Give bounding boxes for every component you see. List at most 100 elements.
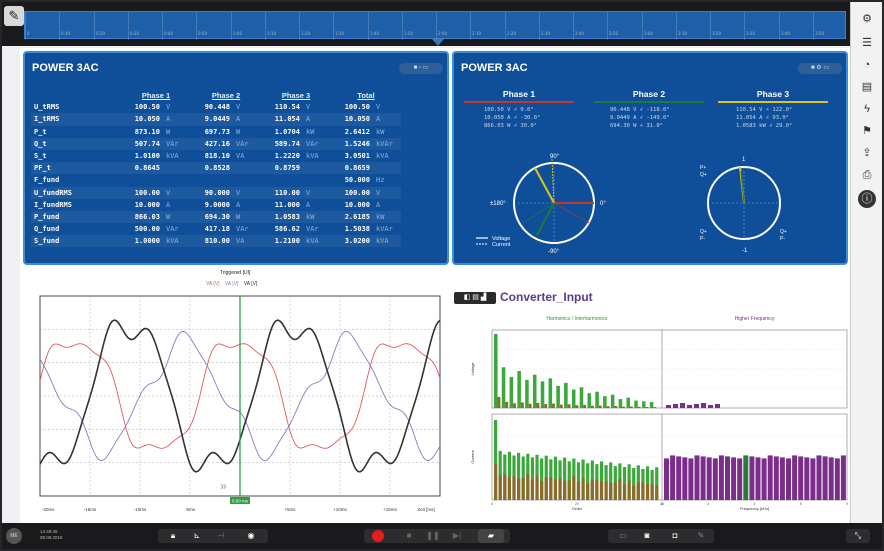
- voltage-harmonic-bar: [494, 334, 498, 408]
- timeline-tick: [505, 12, 506, 40]
- user-avatar[interactable]: ME: [6, 528, 22, 544]
- edit-icon[interactable]: ✎: [697, 531, 705, 540]
- voltage-harmonic-bar: [540, 381, 545, 408]
- voltage-interharmonic-bar: [567, 404, 571, 408]
- scope-x-tick: -10ms: [134, 507, 147, 512]
- current-hf-bar: [779, 457, 785, 500]
- current-interharmonic-bar: [521, 477, 525, 500]
- timeline-tick: [744, 12, 745, 40]
- print-icon[interactable]: ⎙: [862, 169, 872, 181]
- voltage-harmonic-bar: [525, 379, 529, 408]
- timeline-tick: [196, 12, 197, 40]
- timeline-tick-label: 2:10: [472, 31, 481, 36]
- timeline-tick: [436, 12, 437, 40]
- current-interharmonic-bar: [622, 484, 627, 500]
- current-harmonic-bar: [622, 467, 627, 500]
- list-icon[interactable]: ☰: [862, 37, 872, 49]
- quantity-unit: W: [236, 127, 241, 136]
- timeline-tick-label: 2:30: [541, 31, 550, 36]
- voltage-interharmonic-bar: [528, 403, 532, 408]
- folder-icon[interactable]: ▰: [478, 529, 504, 543]
- flag-icon[interactable]: ⚑: [862, 125, 872, 137]
- table-row: I_fundRMS 10.000 A 9.0000 A 11.000 A 10.000 A: [31, 199, 401, 211]
- phase-2-current: 9.0449 A ∠ -149.0°: [610, 115, 670, 121]
- settings-gear-icon[interactable]: ⚙: [862, 13, 872, 25]
- app-logo-icon[interactable]: ✎: [4, 6, 24, 26]
- current-interharmonic-bar: [604, 481, 608, 500]
- higher-frequency-header: Higher Frequency: [735, 316, 775, 322]
- current-interharmonic-bar: [526, 473, 530, 500]
- camera-settings-icon[interactable]: ◘: [672, 531, 678, 540]
- camera-icon[interactable]: ◙: [644, 531, 650, 540]
- timeline-bar[interactable]: 0 0:10 0:20 0:30 0:40 0:50 1:00 1:10 1:20 1:30 1:4…: [24, 11, 846, 40]
- stop-icon[interactable]: ■: [406, 531, 412, 540]
- voltage-hf-bar: [687, 405, 692, 408]
- power-3ac-phasor-panel: POWER 3AC ■ ⚙ ▭ Phase 1 Phase 2 Phase 3 …: [452, 51, 848, 265]
- quantity-value: 90.448: [204, 103, 230, 112]
- lock-icon[interactable]: 🔒︎: [170, 531, 176, 540]
- voltage-hf-bar: [694, 404, 699, 408]
- quantity-unit: VAr: [306, 225, 319, 234]
- quantity-value: 10.050: [134, 115, 160, 124]
- timeline-tick-label: 1:30: [335, 31, 344, 36]
- timeline-tick: [539, 12, 540, 40]
- voltage-interharmonic-bar: [544, 404, 548, 408]
- fast-forward-icon[interactable]: »: [220, 479, 227, 493]
- quantity-value: 586.62: [274, 225, 300, 234]
- current-hf-bar: [798, 456, 804, 500]
- converter-harmonics-plot[interactable]: Harmonics / Interharmonics Higher Frequen…: [462, 310, 850, 520]
- converter-view-icons[interactable]: ◧ ▤ ▟: [454, 292, 496, 304]
- quantity-unit: A: [306, 200, 311, 209]
- current-interharmonic-bar: [512, 475, 516, 500]
- quantity-unit: VAr: [166, 225, 179, 234]
- shrink-group: ⤡: [846, 529, 870, 543]
- current-hf-bar: [773, 456, 779, 500]
- quantity-value: 500.00: [134, 225, 160, 234]
- voltage-harmonic-bar: [626, 397, 630, 408]
- quantity-value: 1.5038: [344, 225, 370, 234]
- quantity-value: 417.18: [204, 225, 230, 234]
- quantity-value: 1.5246: [344, 139, 370, 148]
- tool-group-right: ▭ ◙ ◘ ✎: [608, 529, 714, 543]
- collapse-icon[interactable]: ⤡: [854, 531, 862, 540]
- timeline-tick-label: 1:50: [404, 31, 413, 36]
- quantity-value: 1.2220: [274, 152, 300, 161]
- cursor-measure-icon[interactable]: ⊾: [193, 531, 201, 540]
- scope-x-tick: Zeit [ms]: [417, 507, 434, 512]
- save-icon[interactable]: ▭: [619, 531, 627, 540]
- voltage-interharmonic-bar: [520, 402, 524, 408]
- quantity-value: [191, 174, 233, 186]
- report-icon[interactable]: ▤: [861, 81, 873, 93]
- quantity-value: 3.0501: [344, 152, 370, 161]
- panel-view-controls[interactable]: ■ ⚙ ▭: [798, 63, 842, 74]
- scope-plot[interactable]: 0.00 ms » -20ms -15ms -10ms -5ms +5ms +10ms +15m…: [34, 288, 448, 516]
- current-interharmonic-bar: [586, 483, 590, 500]
- pause-icon[interactable]: ❚❚: [426, 531, 440, 540]
- skip-icon[interactable]: ▶|: [452, 531, 462, 540]
- dial-icon[interactable]: ◔: [863, 59, 871, 71]
- voltage-harmonic-bar: [618, 399, 623, 408]
- timeline-cursor[interactable]: [432, 39, 444, 46]
- current-hf-bar: [718, 455, 724, 500]
- voltage-hf-bar: [673, 404, 678, 408]
- quantity-value: 1.0000: [134, 237, 160, 246]
- record-button[interactable]: [372, 530, 384, 542]
- target-icon[interactable]: ◉: [247, 531, 255, 540]
- voltage-harmonic-bar: [610, 394, 615, 408]
- quantity-unit: A: [376, 115, 381, 124]
- export-icon[interactable]: ⇪: [862, 147, 872, 159]
- current-harmonic-bar: [632, 468, 636, 500]
- table-row: PF_t 0.8645 0.8528 0.8759 0.8659: [31, 162, 401, 175]
- lightning-icon[interactable]: ϟ: [864, 103, 870, 115]
- timeline-tick: [642, 12, 643, 40]
- info-icon[interactable]: ⓘ: [858, 190, 876, 208]
- panel-view-controls[interactable]: ■ ▫ ▭: [399, 63, 443, 74]
- phase-3-power: 1.0583 kW ∠ 29.0°: [736, 123, 793, 129]
- table-row: S_fund 1.0000 kVA 810.00 VA 1.2100 kVA 3.0200 kV…: [31, 235, 401, 248]
- clock: 14:48:35 08.06.2016: [40, 529, 63, 541]
- voltage-harmonic-bar: [517, 371, 521, 408]
- voltage-hf-bar: [680, 403, 685, 408]
- timeline-tick-label: 3:50: [815, 31, 824, 36]
- disabled-tool-icon[interactable]: ⊣: [217, 531, 225, 540]
- current-hf-bar: [700, 456, 706, 500]
